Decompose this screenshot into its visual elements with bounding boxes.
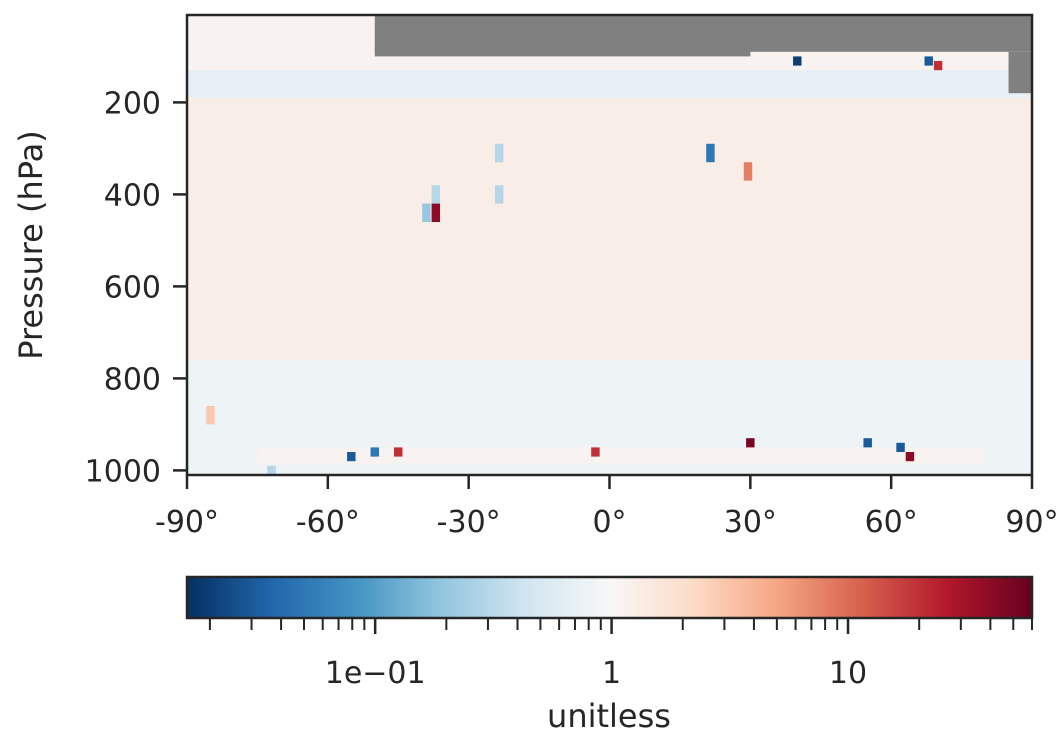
- heatmap-cell-feature: [743, 162, 753, 181]
- heatmap-cell-feature: [863, 438, 872, 448]
- heatmap-cell-feature: [431, 185, 441, 204]
- heatmap-cell-feature: [746, 438, 755, 448]
- heatmap-plot: -90° -60° -30° 0° 30° 60° 90° 200 400 600 800 1000…: [12, 13, 1059, 540]
- heatmap-cell-feature: [494, 143, 504, 163]
- heatmap-cell-feature: [347, 452, 356, 462]
- colorbar-tick-label: 10: [829, 656, 867, 691]
- heatmap-missing-region: [374, 15, 1032, 52]
- x-axis: -90° -60° -30° 0° 30° 60° 90°: [155, 475, 1059, 540]
- y-axis: 200 400 600 800 1000: [85, 86, 187, 489]
- y-tick-label: 600: [104, 270, 161, 305]
- y-tick-label: 800: [104, 362, 161, 397]
- heatmap-cell-feature: [896, 442, 905, 452]
- x-tick-label: -90°: [155, 505, 219, 540]
- colorbar-ticks: 1e−01 1 10: [208, 618, 1033, 691]
- heatmap-cell-feature: [267, 465, 276, 475]
- colorbar-gradient: [187, 577, 1032, 618]
- heatmap-cell-feature: [422, 203, 431, 222]
- colorbar-label: unitless: [547, 697, 671, 735]
- heatmap-region-near-surface-band: [257, 447, 986, 464]
- heatmap-missing-region: [374, 47, 751, 57]
- colorbar-tick-label: 1: [602, 656, 621, 691]
- y-tick-label: 400: [104, 178, 161, 213]
- heatmap-missing-region: [1008, 51, 1032, 94]
- colorbar-frame: [185, 575, 1034, 620]
- x-tick-label: 30°: [724, 505, 777, 540]
- x-tick-label: 60°: [865, 505, 918, 540]
- heatmap-cell-feature: [924, 56, 933, 66]
- y-axis-label: Pressure (hPa): [12, 130, 50, 360]
- heatmap-cells: [187, 15, 1032, 475]
- heatmap-cell-feature: [905, 452, 915, 462]
- heatmap-cell-feature: [431, 203, 441, 222]
- colorbar-tick-label: 1e−01: [325, 656, 426, 691]
- x-tick-label: 0°: [592, 505, 626, 540]
- heatmap-region-mid-troposphere: [187, 97, 1032, 361]
- heatmap-cell-feature: [793, 56, 802, 66]
- x-tick-label: -60°: [296, 505, 360, 540]
- heatmap-cell-feature: [206, 406, 215, 425]
- heatmap-cell-feature: [394, 447, 403, 457]
- heatmap-cell-feature: [591, 447, 600, 457]
- colorbar: 1e−01 1 10 unitless: [185, 575, 1034, 735]
- heatmap-cell-feature: [370, 447, 380, 457]
- heatmap-region-upper-band: [187, 70, 1032, 98]
- heatmap-cell-feature: [933, 61, 943, 71]
- y-tick-label: 1000: [85, 454, 161, 489]
- y-tick-label: 200: [104, 86, 161, 121]
- heatmap-cell-feature: [706, 143, 715, 163]
- x-tick-label: 90°: [1005, 505, 1058, 540]
- heatmap-cell-feature: [494, 185, 504, 204]
- x-tick-label: -30°: [437, 505, 501, 540]
